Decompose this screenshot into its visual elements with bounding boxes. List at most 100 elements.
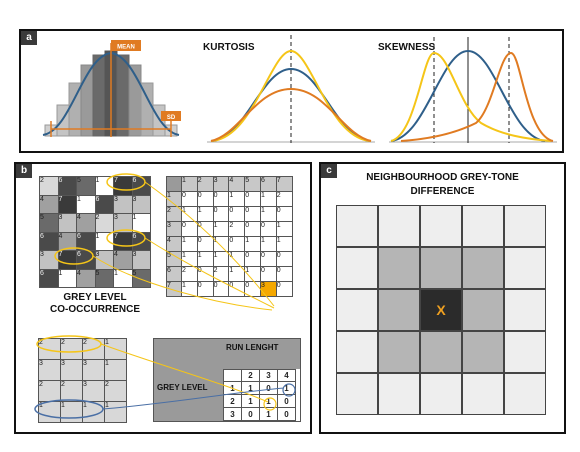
glcm-matrix-row-label: 2	[166, 206, 182, 222]
ngtd-grid: X	[336, 205, 546, 415]
glcm-matrix-cell: 0	[196, 281, 214, 297]
run-length-corner	[154, 339, 223, 421]
glcm-matrix-row-label: 5	[166, 251, 182, 267]
ngtd-title-line2: DIFFERENCE	[410, 186, 475, 197]
glcm-matrix-cell: 2	[212, 266, 230, 282]
ngtd-outer-cell	[378, 205, 420, 247]
panel-a: a MEAN SD KURTOSIS	[19, 29, 564, 153]
glcm-matrix-cell: 1	[275, 221, 293, 237]
glcm-matrix-cell: 0	[228, 206, 246, 222]
glcm-matrix-row-label: 7	[166, 281, 182, 297]
glcm-image-cell: 1	[76, 194, 96, 214]
glcm-matrix-cell: 0	[196, 191, 214, 207]
glcm-matrix-cell: 1	[212, 221, 230, 237]
ngtd-outer-cell	[378, 373, 420, 415]
glcm-image-cell: 4	[76, 213, 96, 233]
glcm-matrix-header: 5	[244, 176, 261, 192]
glrlm-image-cell: 2	[38, 380, 61, 402]
glrlm-image-cell: 1	[82, 401, 105, 423]
glcm-image-cell: 1	[131, 213, 151, 233]
ngtd-outer-cell	[504, 247, 546, 289]
ngtd-neighbour-cell	[462, 331, 504, 373]
glcm-matrix-cell: 1	[181, 236, 198, 252]
glcm-image-cell: 6	[94, 194, 114, 214]
glcm-matrix-header: 7	[275, 176, 293, 192]
glcm-matrix-row-label: 3	[166, 221, 182, 237]
ngtd-neighbour-cell	[420, 331, 462, 373]
glrlm-image-cell: 2	[60, 380, 83, 402]
panel-a-graphics: MEAN SD KURTOSIS SKEWNESS	[42, 35, 557, 143]
glcm-matrix-highlight-cell: 3	[259, 281, 277, 297]
grey-level-label: GREY LEVEL	[157, 383, 208, 392]
glcm-image-cell: 5	[39, 213, 59, 233]
glcm-image-cell: 1	[57, 268, 77, 288]
ngtd-neighbour-cell	[378, 289, 420, 331]
glcm-image-cell: 3	[113, 213, 133, 233]
glrlm-run-highlights	[34, 335, 296, 419]
glcm-image-cell: 2	[39, 176, 59, 196]
ngtd-outer-cell	[504, 289, 546, 331]
glcm-image-cell: 5	[76, 176, 96, 196]
glrlm-image-cell: 2	[60, 338, 83, 360]
glcm-title: GREY LEVEL CO-OCCURRENCE	[39, 292, 151, 316]
glcm-title-line1: GREY LEVEL	[63, 292, 127, 303]
kurtosis-chart: KURTOSIS	[203, 35, 375, 143]
run-length-label: RUN LENGHT	[226, 343, 279, 352]
ngtd-outer-cell	[420, 373, 462, 415]
glcm-image-cell: 1	[94, 176, 114, 196]
skewness-chart: SKEWNESS	[378, 37, 557, 143]
glcm-matrix-cell: 2	[228, 221, 246, 237]
ngtd-outer-cell	[504, 373, 546, 415]
panel-c: c NEIGHBOURHOOD GREY-TONE DIFFERENCE X	[319, 162, 566, 434]
ngtd-outer-cell	[504, 205, 546, 247]
glcm-matrix-cell: 0	[181, 221, 198, 237]
ngtd-center-label: X	[436, 302, 446, 318]
glrlm-image-cell: 2	[104, 380, 127, 402]
glrlm-matrix-corner	[223, 369, 242, 382]
glcm-matrix-cell: 1	[181, 281, 198, 297]
ngtd-outer-cell	[336, 331, 378, 373]
glcm-matrix-cell: 0	[275, 266, 293, 282]
ngtd-outer-cell	[462, 373, 504, 415]
glcm-matrix-header: 3	[212, 176, 230, 192]
ngtd-outer-cell	[420, 205, 462, 247]
panel-a-tag: a	[21, 31, 37, 45]
kurtosis-title: KURTOSIS	[203, 42, 255, 53]
glcm-matrix-row-label: 4	[166, 236, 182, 252]
ngtd-title-line1: NEIGHBOURHOOD GREY-TONE	[366, 172, 519, 183]
panel-c-tag: c	[321, 164, 337, 178]
glcm-matrix-cell: 0	[259, 221, 277, 237]
run-length-header-bar	[223, 339, 300, 369]
ngtd-outer-cell	[336, 205, 378, 247]
glcm-image-cell: 1	[94, 231, 114, 251]
glrlm-image-cell: 1	[104, 401, 127, 423]
glcm-image-cell: 3	[131, 250, 151, 270]
glcm-image-cell: 3	[113, 194, 133, 214]
glcm-image-cell: 7	[57, 194, 77, 214]
glcm-matrix-header: 1	[181, 176, 198, 192]
glcm-image-cell: 5	[131, 268, 151, 288]
glcm-matrix-cell: 0	[196, 236, 214, 252]
glcm-image-cell: 4	[76, 268, 96, 288]
ngtd-neighbour-cell	[462, 289, 504, 331]
glrlm-image-cell: 3	[82, 380, 105, 402]
glcm-pair-highlights	[54, 173, 275, 311]
glcm-matrix-cell: 1	[228, 251, 246, 267]
glcm-matrix-cell: 0	[259, 266, 277, 282]
glcm-matrix-cell: 1	[244, 236, 261, 252]
ngtd-outer-cell	[462, 205, 504, 247]
glcm-matrix-cell: 0	[212, 281, 230, 297]
ngtd-title: NEIGHBOURHOOD GREY-TONE DIFFERENCE	[321, 171, 564, 199]
glrlm-matrix-cell: 0	[277, 407, 296, 421]
skewness-title: SKEWNESS	[378, 42, 436, 53]
glcm-title-line2: CO-OCCURRENCE	[50, 304, 140, 315]
glcm-matrix-cell: 0	[275, 281, 293, 297]
glcm-matrix-cell: 1	[275, 236, 293, 252]
glcm-matrix-header: 2	[196, 176, 214, 192]
glcm-image-cell: 4	[39, 194, 59, 214]
panel-b-annotations	[34, 173, 296, 419]
ngtd-neighbour-cell	[378, 331, 420, 373]
